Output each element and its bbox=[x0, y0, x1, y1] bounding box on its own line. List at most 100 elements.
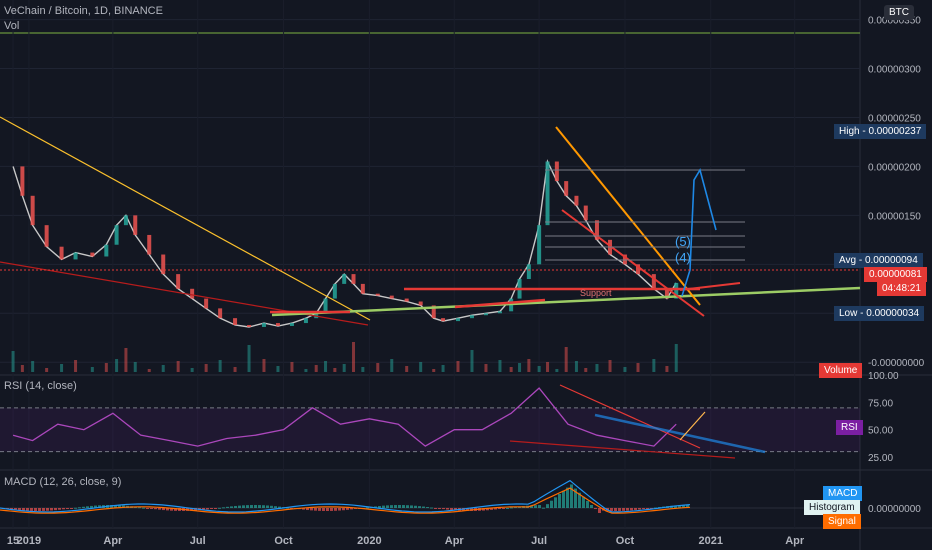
histogram-bar bbox=[410, 505, 413, 508]
histogram-bar bbox=[378, 506, 381, 508]
histogram-bar bbox=[530, 505, 533, 508]
rsi-red-trendline bbox=[559, 384, 701, 449]
histogram-bar bbox=[642, 508, 645, 510]
candle-body bbox=[342, 274, 347, 284]
histogram-bar bbox=[382, 505, 385, 508]
histogram-bar bbox=[250, 505, 253, 508]
histogram-bar bbox=[534, 505, 537, 508]
histogram-bar bbox=[390, 505, 393, 508]
projected-path bbox=[681, 167, 717, 297]
candle-body bbox=[204, 298, 209, 309]
histogram-bar bbox=[422, 506, 425, 508]
red-breakout-line bbox=[679, 282, 741, 291]
currency-badge[interactable]: BTC bbox=[884, 5, 914, 20]
candle-body bbox=[455, 318, 460, 322]
time-tick-label: Apr bbox=[445, 535, 465, 547]
candle-body bbox=[332, 283, 337, 299]
volume-bar bbox=[133, 362, 137, 372]
histogram-bar bbox=[594, 508, 597, 510]
histogram-bar bbox=[610, 508, 613, 511]
candle-body bbox=[483, 313, 488, 316]
time-tick-label: 2020 bbox=[357, 535, 381, 547]
histogram-bar bbox=[562, 490, 565, 508]
histogram-bar bbox=[542, 507, 545, 509]
histogram-bar bbox=[626, 508, 629, 511]
histogram-bar bbox=[274, 506, 277, 508]
volume-bar bbox=[537, 366, 541, 372]
macd-indicator-label: MACD (12, 26, close, 9) bbox=[4, 476, 122, 488]
volume-bar bbox=[376, 363, 380, 372]
histogram-bar bbox=[174, 508, 177, 511]
histogram-bar bbox=[674, 505, 677, 508]
time-tick-label: Oct bbox=[616, 535, 635, 547]
histogram-bar bbox=[202, 508, 205, 510]
volume-bar bbox=[314, 365, 318, 372]
histogram-bar bbox=[434, 508, 437, 509]
green-support-line bbox=[271, 286, 861, 317]
time-tick-label: 2021 bbox=[699, 535, 723, 547]
histogram-bar bbox=[74, 507, 77, 509]
price-tick-label: 0.00000200 bbox=[868, 162, 921, 173]
histogram-bar bbox=[118, 505, 121, 508]
symbol-title: VeChain / Bitcoin, 1D, BINANCE bbox=[4, 5, 163, 17]
volume-bar bbox=[608, 360, 612, 372]
wave-4-annotation: (4) bbox=[675, 250, 691, 265]
volume-bar bbox=[290, 362, 294, 372]
volume-bar bbox=[247, 345, 251, 372]
histogram-bar bbox=[234, 505, 237, 508]
volume-bar bbox=[674, 344, 678, 372]
candle-body bbox=[583, 205, 588, 221]
histogram-bar bbox=[618, 508, 621, 511]
histogram-bar bbox=[90, 505, 93, 508]
rsi-scale-label: RSI bbox=[836, 420, 863, 435]
histogram-bar bbox=[678, 505, 681, 508]
histogram-bar bbox=[586, 500, 589, 508]
volume-bar bbox=[595, 364, 599, 372]
histogram-bar bbox=[330, 508, 333, 511]
histogram-bar bbox=[222, 507, 225, 509]
histogram-bar bbox=[238, 505, 241, 508]
rsi-tick-label: 75.00 bbox=[868, 398, 893, 409]
histogram-bar bbox=[30, 508, 33, 511]
candle-body bbox=[323, 298, 328, 314]
histogram-bar bbox=[246, 505, 249, 508]
histogram-bar bbox=[590, 504, 593, 508]
histogram-bar bbox=[142, 507, 145, 509]
volume-bar bbox=[636, 363, 640, 372]
histogram-bar bbox=[38, 508, 41, 511]
candle-body bbox=[247, 325, 252, 327]
price-tick-label: 0.00000350 bbox=[868, 16, 921, 27]
histogram-bar bbox=[34, 508, 37, 511]
histogram-bar bbox=[162, 508, 165, 511]
candle-body bbox=[564, 181, 569, 196]
volume-bar bbox=[147, 369, 151, 372]
candle-body bbox=[20, 166, 25, 196]
histogram-bar bbox=[426, 507, 429, 509]
histogram-bar bbox=[78, 507, 81, 509]
volume-bar bbox=[204, 364, 208, 372]
rsi-indicator-label: RSI (14, close) bbox=[4, 380, 77, 392]
candle-body bbox=[469, 315, 474, 319]
volume-bar bbox=[498, 360, 502, 372]
volume-bar bbox=[584, 368, 588, 372]
candle-body bbox=[375, 293, 380, 296]
candle-body bbox=[104, 244, 109, 257]
histogram-bar bbox=[406, 505, 409, 508]
price-tick-label: 0.00000300 bbox=[868, 65, 921, 76]
histogram-bar bbox=[686, 505, 689, 508]
histogram-bar bbox=[158, 508, 161, 510]
candle-body bbox=[59, 246, 64, 260]
candle-body bbox=[30, 195, 35, 226]
volume-bar bbox=[90, 367, 94, 372]
histogram-bar bbox=[190, 508, 193, 511]
histogram-bar bbox=[70, 508, 73, 509]
volume-bar bbox=[361, 367, 365, 372]
histogram-bar bbox=[554, 497, 557, 508]
histogram-bar bbox=[638, 508, 641, 510]
volume-bar bbox=[484, 364, 488, 372]
histogram-bar bbox=[54, 508, 57, 511]
time-tick-label: Jul bbox=[190, 535, 206, 547]
candle-body bbox=[404, 298, 409, 302]
volume-bar bbox=[509, 367, 513, 372]
